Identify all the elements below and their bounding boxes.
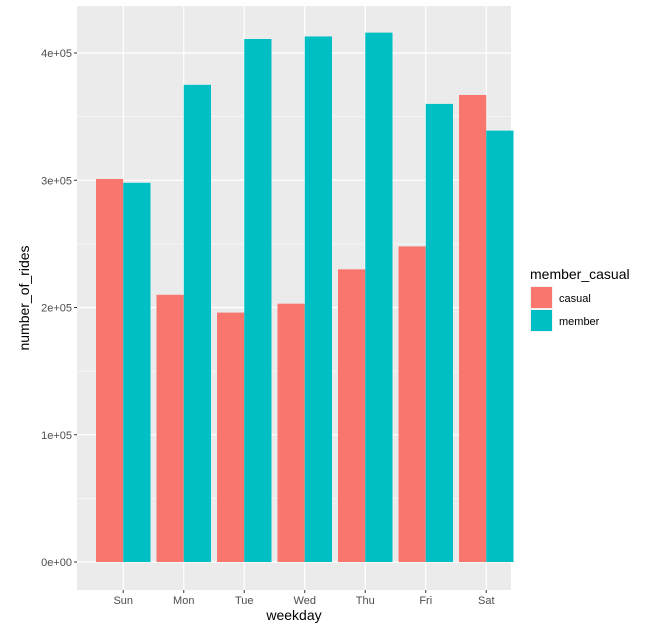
legend-swatch-member [531, 310, 552, 331]
x-tick-label: Sun [113, 595, 133, 607]
x-axis: Sun Mon Tue Wed Thu Fri Sat [113, 590, 495, 607]
y-axis-title: number_of_rides [16, 245, 32, 350]
legend: member_casual casual member [530, 266, 630, 332]
y-tick-label: 4e+05 [41, 48, 72, 60]
bar-casual-sun [96, 178, 124, 563]
x-axis-title: weekday [265, 607, 321, 623]
x-tick-label: Wed [294, 595, 316, 607]
y-axis: 0e+00 1e+05 2e+05 3e+05 4e+05 [41, 48, 77, 569]
bar-casual-fri [398, 246, 426, 563]
bar-casual-sat [459, 94, 487, 563]
y-tick-label: 2e+05 [41, 303, 72, 315]
y-tick-label: 3e+05 [41, 175, 72, 187]
legend-label-member: member [559, 316, 600, 328]
x-tick-label: Mon [173, 595, 194, 607]
x-tick-label: Thu [356, 595, 375, 607]
x-tick-label: Sat [478, 595, 495, 607]
y-tick-label: 0e+00 [41, 557, 72, 569]
bar-member-wed [304, 36, 332, 562]
bar-casual-thu [338, 269, 366, 562]
y-tick-label: 1e+05 [41, 430, 72, 442]
x-tick-label: Fri [419, 595, 432, 607]
bar-member-mon [183, 84, 211, 562]
bars-layer [96, 32, 514, 563]
bar-member-sun [123, 182, 151, 563]
x-tick-label: Tue [235, 595, 254, 607]
legend-swatch-casual [531, 287, 552, 308]
legend-label-casual: casual [559, 293, 591, 305]
bar-casual-tue [217, 312, 245, 562]
bar-casual-mon [156, 294, 184, 562]
bar-member-thu [365, 32, 393, 562]
bar-member-fri [425, 103, 453, 563]
bar-casual-wed [277, 303, 305, 562]
bar-member-sat [486, 130, 514, 562]
legend-title: member_casual [530, 266, 630, 282]
bar-member-tue [244, 39, 272, 562]
